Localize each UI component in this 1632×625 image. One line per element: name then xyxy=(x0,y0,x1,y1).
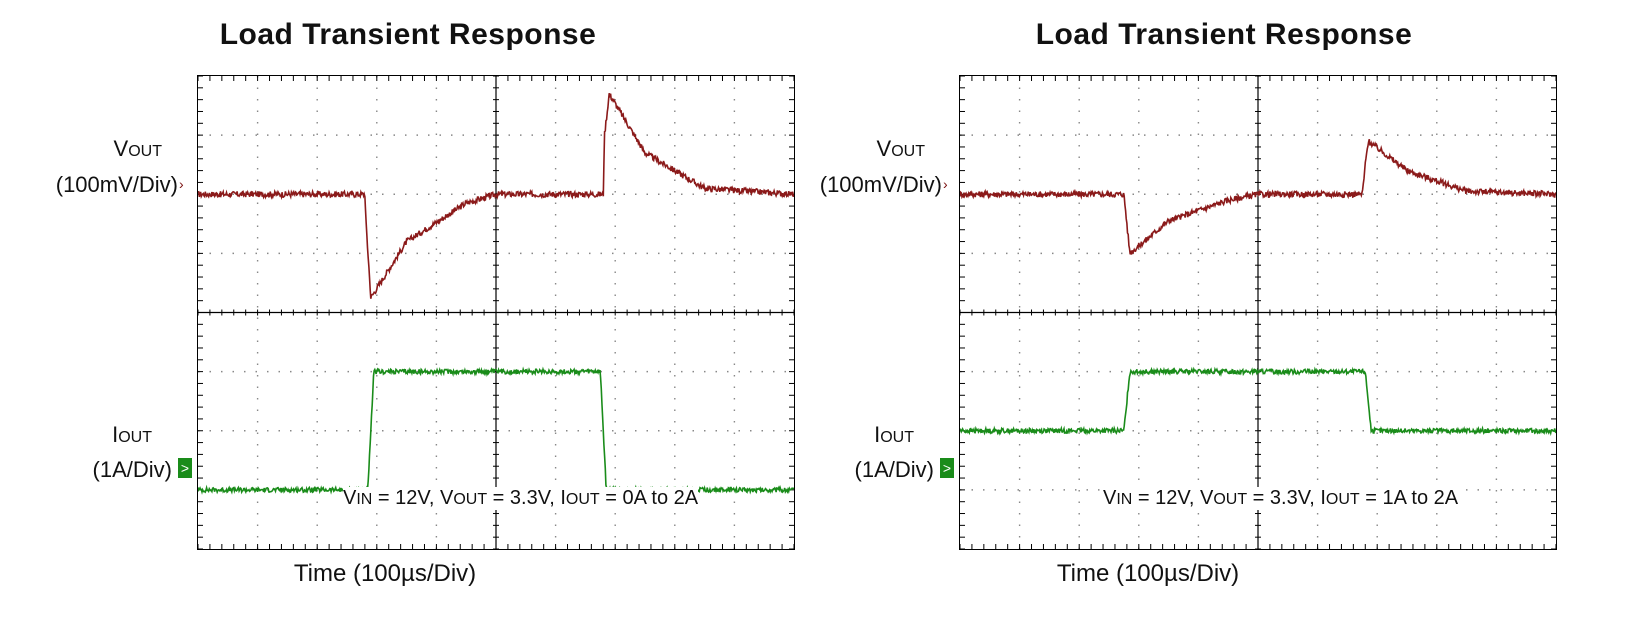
scope-plot-area xyxy=(197,75,795,550)
iout-marker: > xyxy=(940,458,954,478)
scope-plot-area xyxy=(959,75,1557,550)
chart-panel-right: Load Transient Response VOUT (100mV/Div)… xyxy=(816,0,1632,625)
trace-iout xyxy=(960,366,1556,437)
scope-svg xyxy=(198,76,794,549)
x-axis-label: Time (100µs/Div) xyxy=(1056,560,1240,587)
scope-svg xyxy=(960,76,1556,549)
trace-vout xyxy=(198,92,794,299)
test-conditions: VIN = 12V, VOUT = 3.3V, IOUT = 1A to 2A xyxy=(1103,487,1459,510)
iout-scale-label: (1A/Div) xyxy=(92,457,172,482)
iout-label: IOUT xyxy=(874,422,914,447)
x-axis-label: Time (100µs/Div) xyxy=(293,560,477,587)
chart-panel-left: Load Transient Response VOUT (100mV/Div)… xyxy=(55,18,795,587)
iout-scale-label: (1A/Div) xyxy=(854,457,934,482)
chart-title: Load Transient Response xyxy=(219,18,597,51)
vout-marker: › xyxy=(943,176,948,192)
iout-marker: > xyxy=(178,458,192,478)
test-conditions: VIN = 12V, VOUT = 3.3V, IOUT = 0A to 2A xyxy=(343,487,699,510)
grid xyxy=(960,76,1556,549)
vout-label: VOUT xyxy=(113,136,162,161)
iout-label: IOUT xyxy=(112,422,152,447)
trace-vout xyxy=(960,139,1556,255)
vout-marker: › xyxy=(179,176,184,192)
chart-title: Load Transient Response xyxy=(1035,18,1413,51)
vout-label: VOUT xyxy=(876,136,925,161)
grid xyxy=(198,76,794,549)
vout-scale-label: (100mV/Div) xyxy=(819,172,942,197)
vout-scale-label: (100mV/Div) xyxy=(55,172,178,197)
